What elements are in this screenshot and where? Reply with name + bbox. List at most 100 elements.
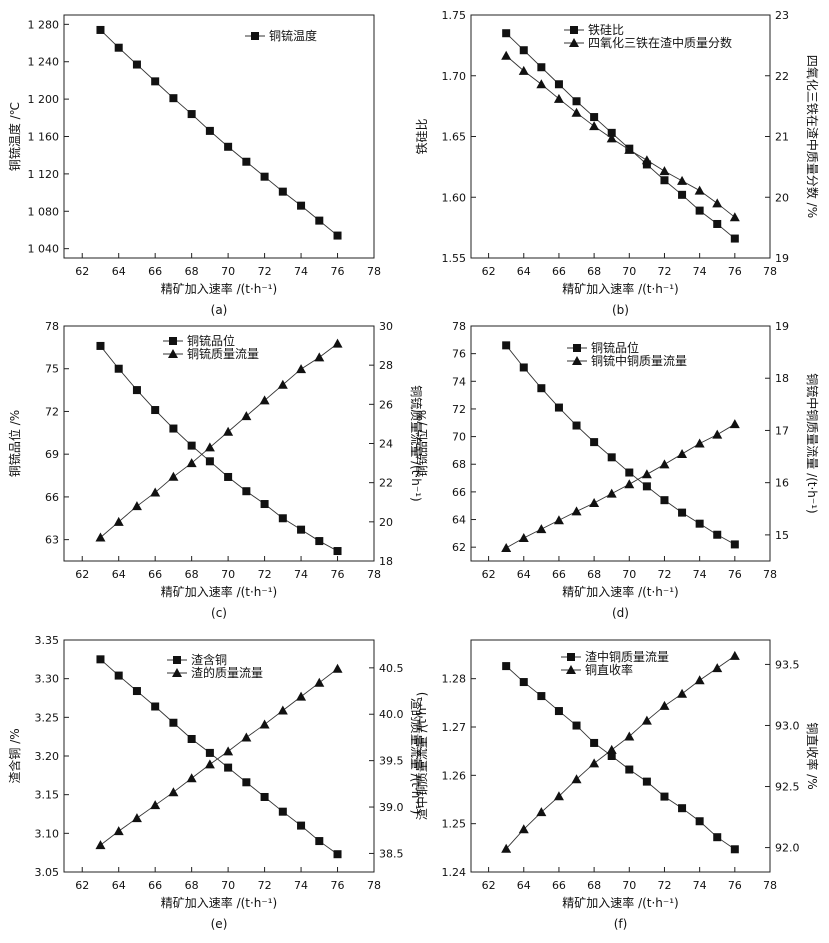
data-point-square [278,187,287,196]
data-point-square [554,403,563,412]
y-left-axis-label: 渣中铜质量流量 /(t·h⁻¹) [414,692,429,821]
data-point-square [695,206,704,215]
data-point-triangle [277,379,288,389]
legend-marker-triangle [569,38,579,47]
data-point-square [260,792,269,801]
data-point-square [187,734,196,743]
data-point-square [625,468,634,477]
data-point-square [642,777,651,786]
data-point-square [169,424,178,433]
y-right-axis-label: 铜锍中铜质量流量 /(t·h⁻¹) [805,373,820,514]
y-right-tick-label: 30 [379,320,393,333]
y-right-tick-label: 22 [775,70,789,83]
data-point-triangle [712,429,723,439]
x-tick-label: 62 [482,265,496,278]
y-right-tick-label: 92.0 [775,842,800,855]
y-left-tick-label: 72 [452,403,466,416]
y-left-tick-label: 1 120 [28,168,60,181]
data-point-square [242,157,251,166]
data-point-square [537,384,546,393]
x-tick-label: 62 [75,879,89,892]
data-point-square [315,837,324,846]
data-point-triangle [659,700,670,710]
data-point-square [519,678,528,687]
x-tick-label: 62 [482,879,496,892]
y-right-tick-label: 21 [775,131,789,144]
legend-marker-square [173,656,181,664]
data-point-triangle [571,107,582,117]
y-left-axis-label: 铜锍品位 /% [7,410,22,477]
data-point-triangle [501,843,512,853]
legend-label: 铜锍品位 [187,333,235,348]
data-point-triangle [624,731,635,741]
y-right-tick-label: 93.5 [775,658,800,671]
y-right-tick-label: 23 [775,9,789,22]
x-tick-label: 76 [331,568,345,581]
legend-label: 铜锍温度 [269,28,317,43]
data-point-square [713,833,722,842]
data-point-square [554,80,563,89]
data-point-square [590,738,599,747]
chart-panel-3: 62 64 66 68 70 72 74 76 78 精矿加入速率 /(t·h⁻¹) (c) 63 66… [7,320,424,620]
x-tick-label: 72 [657,879,671,892]
data-point-square [224,142,233,151]
data-point-triangle [677,688,688,698]
data-point-triangle [553,791,564,801]
y-left-tick-label: 1 240 [28,56,60,69]
legend-marker-triangle [172,668,182,677]
x-tick-label: 64 [517,568,531,581]
data-point-square [114,364,123,373]
y-left-tick-label: 70 [452,431,466,444]
y-left-tick-label: 66 [452,486,466,499]
data-point-triangle [641,469,652,479]
data-point-square [678,508,687,517]
y-left-axis-label: 渣含铜 /% [7,728,22,783]
x-tick-label: 78 [367,879,381,892]
data-point-square [315,216,324,225]
x-tick-label: 72 [258,879,272,892]
data-point-square [502,662,511,671]
legend-label: 渣含铜 [191,652,227,667]
y-left-tick-label: 3.30 [35,673,60,686]
y-left-tick-label: 1 200 [28,93,60,106]
data-point-square [502,29,511,38]
data-point-square [187,110,196,119]
data-point-square [151,702,160,711]
data-point-triangle [624,479,635,489]
data-point-triangle [186,773,197,783]
data-point-triangle [518,533,529,543]
y-right-tick-label: 17 [775,424,789,437]
data-point-triangle [518,824,529,834]
data-point-triangle [677,175,688,185]
y-right-axis-label: 铜直收率 /% [805,722,820,789]
legend-marker-square [570,26,578,34]
data-point-square [730,845,739,854]
data-point-triangle [314,677,325,687]
y-right-tick-label: 40.0 [379,708,404,721]
data-point-triangle [332,663,343,673]
data-point-square [572,97,581,106]
data-point-square [642,482,651,491]
legend-label: 铜锍品位 [591,340,639,355]
data-point-square [132,386,141,395]
x-axis-label: 精矿加入速率 /(t·h⁻¹) [161,895,278,910]
y-right-tick-label: 18 [775,372,789,385]
data-point-triangle [694,438,705,448]
x-tick-label: 70 [622,265,636,278]
data-point-triangle [659,459,670,469]
data-point-triangle [536,807,547,817]
plot-frame [470,639,771,873]
y-right-tick-label: 19 [775,252,789,265]
legend-marker-triangle [572,356,582,365]
panel-label: (c) [211,606,227,620]
data-point-triangle [186,458,197,468]
data-point-square [315,537,324,546]
x-tick-label: 76 [331,879,345,892]
plot-frame [470,325,771,562]
data-point-triangle [677,448,688,458]
chart-panel-6: 62 64 66 68 70 72 74 76 78 精矿加入速率 /(t·h⁻¹) (f) 1.24… [414,639,820,931]
x-tick-label: 70 [622,879,636,892]
data-point-square [297,201,306,210]
data-point-triangle [553,515,564,525]
data-point-square [642,160,651,169]
